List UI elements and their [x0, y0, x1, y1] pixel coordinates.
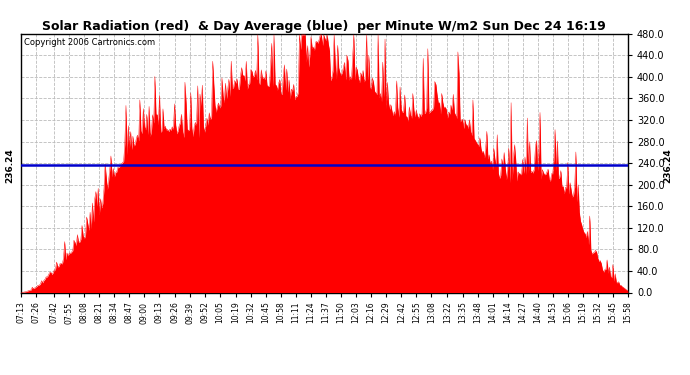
Title: Solar Radiation (red)  & Day Average (blue)  per Minute W/m2 Sun Dec 24 16:19: Solar Radiation (red) & Day Average (blu…	[42, 20, 607, 33]
Text: Copyright 2006 Cartronics.com: Copyright 2006 Cartronics.com	[23, 38, 155, 46]
Text: 236.24: 236.24	[663, 148, 672, 183]
Text: 236.24: 236.24	[6, 148, 14, 183]
